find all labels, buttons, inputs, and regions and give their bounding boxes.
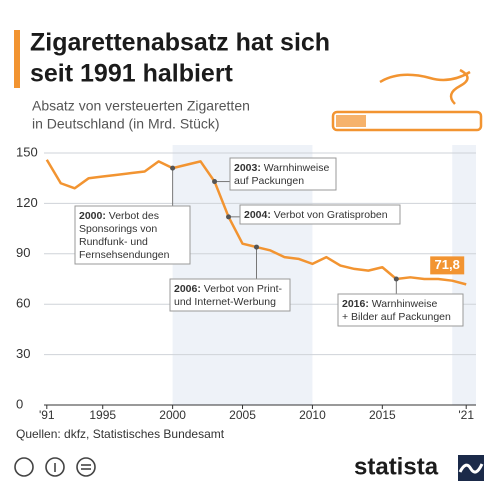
value-label-box <box>430 256 465 275</box>
annotation-line: Verbot von Print- <box>204 283 283 295</box>
annotation-year: 2000: <box>79 210 106 222</box>
chart-subtitle: Absatz von versteuerten Zigaretten <box>32 98 250 114</box>
annotation-year: 2016: <box>342 298 369 310</box>
y-tick-label: 0 <box>16 396 23 411</box>
annotation: 2006: Verbot von Print-und Internet-Werb… <box>169 247 291 312</box>
annotation-year: 2004: <box>244 209 271 221</box>
x-tick-label: 2015 <box>369 408 396 422</box>
y-tick-label: 90 <box>16 245 30 260</box>
x-tick-label: '91 <box>39 408 55 422</box>
annotation-box <box>239 204 401 225</box>
annotation-line: Rundfunk- und <box>79 236 148 248</box>
annotation: 2004: Verbot von Gratisproben <box>228 204 401 225</box>
value-label: 71,8 <box>435 257 460 272</box>
x-tick-label: 2005 <box>229 408 256 422</box>
y-tick-label: 60 <box>16 296 30 311</box>
y-tick-label: 150 <box>16 144 38 159</box>
x-tick-label: '21 <box>458 408 474 422</box>
logo: statista <box>354 453 439 480</box>
annotation-text: + Bilder auf Packungen <box>342 311 451 323</box>
chart-title: Zigarettenabsatz hat sich <box>30 29 330 57</box>
source: Quellen: dkfz, Statistisches Bundesamt <box>16 427 225 441</box>
annotation-line: + Bilder auf Packungen <box>342 311 451 323</box>
annotation-box <box>229 157 337 191</box>
annotation-line: Sponsorings von <box>79 223 157 235</box>
annotation-text: Sponsorings von <box>79 223 157 235</box>
annotation-text: auf Packungen <box>234 175 304 187</box>
annotation-point <box>212 179 218 185</box>
annotation-point <box>226 214 232 220</box>
chart-subtitle: in Deutschland (in Mrd. Stück) <box>32 116 220 132</box>
annotation-point <box>170 165 176 171</box>
y-tick-label: 30 <box>16 346 30 361</box>
annotation-line: Warnhinweise <box>372 298 438 310</box>
annotation-point <box>254 244 260 250</box>
annotation-year: 2003: <box>234 162 261 174</box>
annotation-text: 2006: Verbot von Print- <box>174 283 282 295</box>
annotation: 2016: Warnhinweise+ Bilder auf Packungen <box>337 279 464 327</box>
annotation-text: 2003: Warnhinweise <box>234 162 329 174</box>
cigarette-icon <box>331 68 483 132</box>
annotation-line: Verbot von Gratisproben <box>274 209 388 221</box>
annotation-line: Fernsehsendungen <box>79 249 170 261</box>
annotation-line: Verbot des <box>109 210 159 222</box>
annotation-box <box>169 278 291 312</box>
x-tick-label: 1995 <box>89 408 116 422</box>
annotation-line: auf Packungen <box>234 175 304 187</box>
logo-wave <box>458 463 484 474</box>
annotation-text: Rundfunk- und <box>79 236 148 248</box>
annotation-text: und Internet-Werbung <box>174 296 276 308</box>
license-icons <box>14 457 96 477</box>
title-accent <box>14 30 20 88</box>
annotation-text: 2016: Warnhinweise <box>342 298 437 310</box>
annotation-text: Fernsehsendungen <box>79 249 170 261</box>
chart-title: seit 1991 halbiert <box>30 60 234 88</box>
y-tick-label: 120 <box>16 195 38 210</box>
annotation-text: 2000: Verbot des <box>79 210 159 222</box>
annotation-box <box>74 205 191 265</box>
annotation-line: und Internet-Werbung <box>174 296 276 308</box>
shaded-period <box>452 145 476 405</box>
annotation-point <box>393 276 399 282</box>
x-tick-label: 2010 <box>299 408 326 422</box>
annotation-year: 2006: <box>174 283 201 295</box>
x-tick-label: 2000 <box>159 408 186 422</box>
annotation-box <box>337 293 464 327</box>
annotation-text: 2004: Verbot von Gratisproben <box>244 209 388 221</box>
annotation-line: Warnhinweise <box>264 162 330 174</box>
